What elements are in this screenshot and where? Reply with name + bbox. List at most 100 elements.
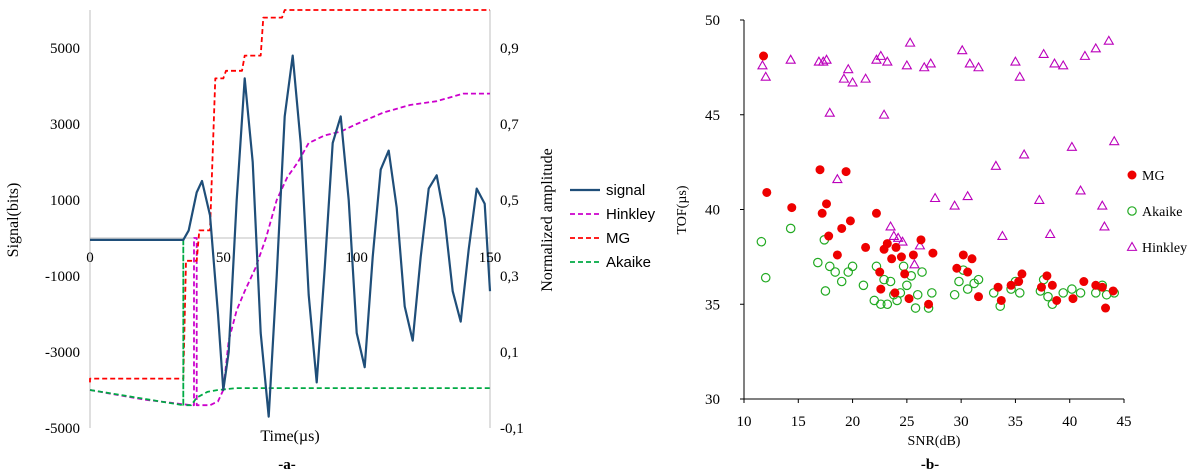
point-hinkley [962,190,974,201]
point-mg [1036,282,1046,292]
point-mg [845,216,855,226]
point-mg [1068,294,1078,304]
chart-b-x-tick-25: 25 [899,414,914,430]
chart-a-x-tick-0: 0 [86,250,94,266]
point-hinkley [1075,184,1087,195]
chart-a: 0 50 100 150 5000 3000 1000 -1000 -3000 -5000 0,9 0… [5,9,656,473]
point-mg [958,250,968,260]
chart-b-y-tick-35: 35 [705,297,720,313]
chart-a-y-tick-3000: 3000 [50,117,80,133]
point-hinkley [888,230,900,240]
legend-marker-akaike [1127,206,1137,216]
chart-a-x-tick-50: 50 [216,250,231,266]
point-hinkley [956,44,968,55]
point-akaike [824,261,835,272]
point-hinkley [1090,42,1102,53]
chart-a-series [89,9,492,418]
point-hinkley [1057,59,1069,70]
point-akaike [898,261,909,272]
point-akaike [1090,288,1101,298]
point-hinkley [1079,50,1091,60]
point-hinkley [964,57,976,68]
point-hinkley [881,56,893,66]
point-akaike [962,284,973,294]
point-mg [996,295,1006,305]
point-mg [924,299,934,309]
point-hinkley [1103,35,1115,45]
chart-a-caption: -a- [278,457,296,473]
point-mg [1101,303,1111,313]
series-line-akaike [89,237,490,407]
chart-b-x-tick-45: 45 [1117,414,1132,430]
point-hinkley [875,50,887,60]
point-akaike [836,276,847,287]
chart-a-y2label: Normalized amplitude [539,148,556,292]
point-hinkley [897,236,908,246]
point-akaike [973,274,984,285]
point-hinkley [892,232,904,242]
point-akaike [760,272,771,283]
chart-b-x-tick-10: 10 [737,414,752,430]
point-akaike [917,267,927,277]
point-akaike [1058,288,1068,298]
point-hinkley [1049,57,1060,68]
chart-b-y-tick-40: 40 [705,203,720,219]
point-mg [928,248,938,258]
chart-b-caption: -b- [921,457,939,473]
chart-b-y-tick-50: 50 [705,13,720,29]
point-akaike [954,276,964,287]
point-mg [882,239,892,249]
legend-label-hinkley: Hinkley [1142,241,1187,256]
point-hinkley [901,59,913,70]
point-mg [1042,271,1052,281]
point-akaike [785,223,796,234]
chart-a-y2-tick--0,1: -0,1 [500,421,524,437]
chart-b-x-tick-40: 40 [1062,414,1077,430]
chart-a-y2-tick-0,3: 0,3 [500,269,519,285]
chart-b-series [756,35,1120,313]
point-hinkley [925,57,937,68]
point-mg [974,292,984,302]
point-mg [817,208,827,218]
point-mg [887,254,897,264]
point-hinkley [1018,148,1030,159]
point-akaike [843,267,854,277]
chart-a-y2-tick-0,9: 0,9 [500,41,519,57]
legend-label-akaike: Akaike [606,254,651,271]
legend-marker-mg [1127,170,1137,180]
point-hinkley [1108,135,1120,146]
point-akaike [910,303,921,313]
point-akaike [1014,288,1025,298]
point-mg [952,263,962,273]
legend-label-mg: MG [1142,169,1165,184]
point-akaike [1067,284,1077,294]
point-hinkley [847,76,859,87]
chart-b-xlabel: SNR(dB) [908,434,961,449]
chart-a-x-tick-150: 150 [479,250,502,266]
point-akaike [820,286,831,296]
point-hinkley [1099,220,1110,231]
chart-a-xlabel: Time(µs) [260,428,319,445]
point-mg [1047,280,1057,290]
point-mg [891,242,901,252]
chart-a-y-tick--5000: -5000 [45,421,80,437]
point-hinkley [909,258,920,269]
point-hinkley [949,200,961,210]
point-akaike [882,299,893,310]
chart-a-y2-tick-0,5: 0,5 [500,193,519,209]
point-akaike [879,274,889,285]
point-akaike [927,288,937,298]
point-hinkley [878,109,890,119]
point-mg [759,51,769,61]
point-hinkley [929,192,941,203]
chart-a-y-tick-1000: 1000 [50,193,80,209]
chart-b-y-tick-30: 30 [705,392,720,408]
point-mg [832,250,842,260]
point-mg [900,269,910,279]
point-hinkley [973,61,984,72]
point-hinkley [821,54,832,64]
chart-a-ticks: 0 50 100 150 5000 3000 1000 -1000 -3000 -5000 0,9 0… [45,41,524,437]
point-mg [762,187,772,197]
point-mg [993,282,1003,292]
